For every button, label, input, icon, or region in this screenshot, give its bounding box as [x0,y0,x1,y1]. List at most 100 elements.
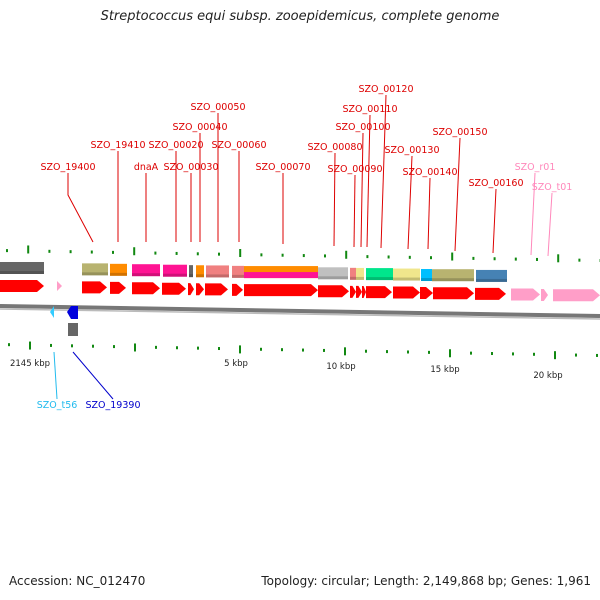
trna-minus-arrow[interactable] [50,306,54,318]
gene-arrow[interactable] [205,283,228,296]
gene-label[interactable]: SZO_00080 [308,142,363,153]
gene-arrow[interactable] [393,286,420,299]
cog-feature[interactable] [82,263,108,276]
cog-feature[interactable] [232,265,244,278]
label-leader-line [72,351,114,400]
cog-feature[interactable] [110,263,127,276]
cog-feature[interactable] [476,269,507,282]
cog-feature[interactable] [421,269,432,282]
accession-text: Accession: NC_012470 [9,574,146,588]
scale-label: 2145 kbp [10,359,50,369]
gene-arrow[interactable] [188,283,194,296]
major-tick [345,250,348,259]
label-leader-line [380,94,387,249]
cog-feature[interactable] [244,272,318,279]
gene-arrow[interactable] [318,285,349,298]
gene-arrow[interactable] [433,287,474,300]
rna-feature-arrow[interactable] [57,281,62,291]
cog-feature[interactable] [393,268,420,281]
gene-label[interactable]: SZO_00090 [328,164,383,175]
cog-shadow [0,271,44,274]
cog-feature[interactable] [356,267,364,280]
minor-tick [366,255,369,259]
gene-arrow[interactable] [162,282,186,295]
cog-feature[interactable] [366,268,393,281]
gene-label[interactable]: SZO_00020 [149,140,204,151]
cog-feature[interactable] [318,267,348,280]
gene-label[interactable]: SZO_00160 [469,178,524,189]
cog-minus-feature[interactable] [68,323,78,336]
label-leader-line [366,114,371,248]
gene-label[interactable]: SZO_r01 [515,162,556,173]
gene-arrow[interactable] [362,286,366,299]
gene-label[interactable]: SZO_00060 [212,140,267,151]
gene-arrow[interactable] [110,281,126,294]
gene-arrow[interactable] [232,283,243,296]
gene-arrow[interactable] [82,281,107,294]
gene-arrow[interactable] [132,282,160,295]
minor-tick [281,348,283,352]
label-leader-line [53,351,58,400]
gene-label[interactable]: SZO_19400 [41,162,96,173]
cog-shadow [421,278,432,282]
cog-shadow [110,272,127,276]
minor-tick [154,251,157,255]
minor-tick [302,254,305,258]
minor-tick [407,350,409,354]
gene-label[interactable]: SZO_00110 [343,104,398,115]
gene-arrow[interactable] [350,285,356,298]
cog-shadow [232,274,244,278]
gene-label[interactable]: SZO_19390 [86,400,141,411]
minor-tick [386,350,388,354]
minor-tick [48,249,51,253]
gene-arrow[interactable] [196,283,204,296]
gene-arrow[interactable] [420,287,433,299]
cog-shadow [189,274,193,278]
major-tick [133,247,136,256]
rna-feature-arrow[interactable] [553,289,600,302]
major-tick [557,254,560,263]
gene-minus-arrow[interactable] [67,306,78,319]
label-leader-line [492,188,497,254]
cog-shadow [163,273,187,277]
gene-arrow[interactable] [0,280,44,292]
rna-feature-arrow[interactable] [511,288,540,301]
gene-label[interactable]: SZO_19410 [91,140,146,151]
gene-label[interactable]: SZO_00100 [336,122,391,133]
gene-label[interactable]: dnaA [134,162,159,173]
minor-tick [260,347,262,351]
gene-arrow[interactable] [475,287,506,300]
label-leader-line [454,137,461,252]
minor-tick [578,258,581,262]
cog-feature[interactable] [0,262,44,274]
gene-arrow[interactable] [356,285,362,298]
gene-label[interactable]: SZO_00070 [256,162,311,173]
gene-arrow[interactable] [244,284,318,297]
genome-summary: Topology: circular; Length: 2,149,868 bp… [261,574,591,588]
cog-feature[interactable] [206,265,229,278]
gene-label[interactable]: SZO_00040 [173,122,228,133]
gene-label[interactable]: SZO_t01 [532,182,573,193]
minor-tick [324,254,326,258]
gene-label[interactable]: SZO_00130 [385,145,440,156]
minor-tick [71,344,73,348]
gene-label[interactable]: SZO_00150 [433,127,488,138]
rna-feature-arrow[interactable] [541,289,548,302]
cog-feature[interactable] [350,267,356,280]
gene-label[interactable]: SZO_00140 [403,167,458,178]
label-leader-line [353,174,356,248]
cog-feature[interactable] [163,264,187,277]
minor-tick [512,352,514,356]
cog-feature[interactable] [432,269,474,282]
cog-feature[interactable] [132,264,160,277]
label-leader-line [407,155,413,250]
gene-arrow[interactable] [366,286,392,299]
minor-tick [408,255,411,259]
cog-feature[interactable] [196,265,204,278]
gene-label[interactable]: SZO_00050 [191,102,246,113]
minor-tick [536,257,538,261]
gene-label[interactable]: SZO_00120 [359,84,414,95]
gene-label[interactable]: SZO_t56 [37,400,78,411]
cog-feature[interactable] [189,265,193,278]
gene-label[interactable]: SZO_00030 [164,162,219,173]
